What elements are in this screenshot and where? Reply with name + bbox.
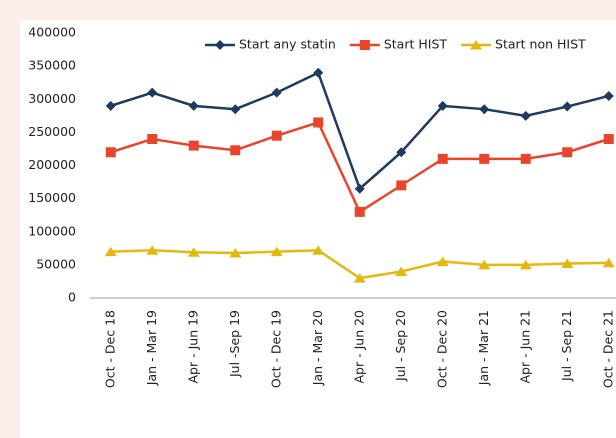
- plot-background: [20, 20, 616, 438]
- point: [562, 101, 573, 112]
- x-tick-label: Jul -Sep 19: [227, 310, 242, 378]
- point: [561, 258, 574, 269]
- x-tick-label: Oct - Dec 19: [268, 310, 283, 388]
- point: [602, 257, 615, 268]
- point: [353, 273, 366, 283]
- point: [396, 147, 407, 158]
- x-tick-label: Apr - Jun 19: [185, 310, 200, 384]
- point: [313, 67, 324, 78]
- point: [354, 206, 365, 217]
- point: [396, 180, 407, 191]
- y-tick-label: 50000: [36, 256, 76, 271]
- x-tick-label: Oct - Dec 20: [434, 310, 449, 388]
- x-tick-label: Jul - Sep 21: [559, 310, 574, 382]
- point: [359, 40, 370, 50]
- point: [312, 245, 325, 255]
- x-tick-label: Oct - Dec 18: [102, 310, 117, 388]
- point: [436, 256, 449, 267]
- point: [147, 134, 158, 144]
- legend-label: Start any statin: [239, 37, 336, 52]
- point: [603, 134, 614, 144]
- y-tick-label: 350000: [28, 58, 76, 73]
- x-tick-label: Jan - Mar 21: [476, 310, 491, 386]
- point: [520, 153, 531, 164]
- y-tick-label: 400000: [28, 25, 76, 40]
- y-tick-label: 300000: [28, 91, 76, 106]
- point: [188, 100, 199, 111]
- x-tick-label: Oct - Dec 21: [600, 310, 615, 388]
- y-tick-label: 200000: [28, 157, 76, 172]
- x-tick-label: Jan - Mar 20: [310, 310, 325, 386]
- y-tick-label: 150000: [28, 190, 76, 205]
- point: [230, 104, 241, 115]
- x-tick-label: Apr - Jun 21: [517, 310, 532, 384]
- point: [271, 87, 282, 98]
- point: [146, 245, 159, 255]
- x-tick-label: Apr - Jun 20: [351, 310, 366, 384]
- y-tick-label: 100000: [28, 223, 76, 238]
- point: [229, 247, 242, 258]
- point: [479, 153, 490, 164]
- point: [437, 153, 448, 164]
- legend-label: Start HIST: [384, 37, 448, 52]
- point: [105, 147, 116, 158]
- point: [215, 40, 225, 50]
- point: [147, 87, 158, 98]
- legend-label: Start non HIST: [495, 37, 586, 52]
- point: [354, 183, 365, 194]
- point: [313, 117, 324, 128]
- point: [519, 259, 532, 270]
- point: [187, 247, 200, 257]
- y-tick-label: 0: [68, 290, 76, 305]
- y-tick-label: 250000: [28, 124, 76, 139]
- point: [562, 147, 573, 158]
- point: [437, 100, 448, 111]
- point: [603, 90, 614, 101]
- point: [105, 100, 116, 111]
- point: [230, 145, 241, 156]
- point: [270, 246, 283, 257]
- x-tick-label: Jan - Mar 19: [144, 310, 159, 386]
- point: [104, 246, 117, 257]
- point: [470, 40, 483, 50]
- x-tick-label: Jul - Sep 20: [393, 310, 408, 382]
- point: [188, 140, 199, 151]
- point: [395, 266, 408, 276]
- point: [271, 130, 282, 141]
- point: [520, 110, 531, 121]
- point: [479, 104, 490, 115]
- point: [478, 259, 491, 270]
